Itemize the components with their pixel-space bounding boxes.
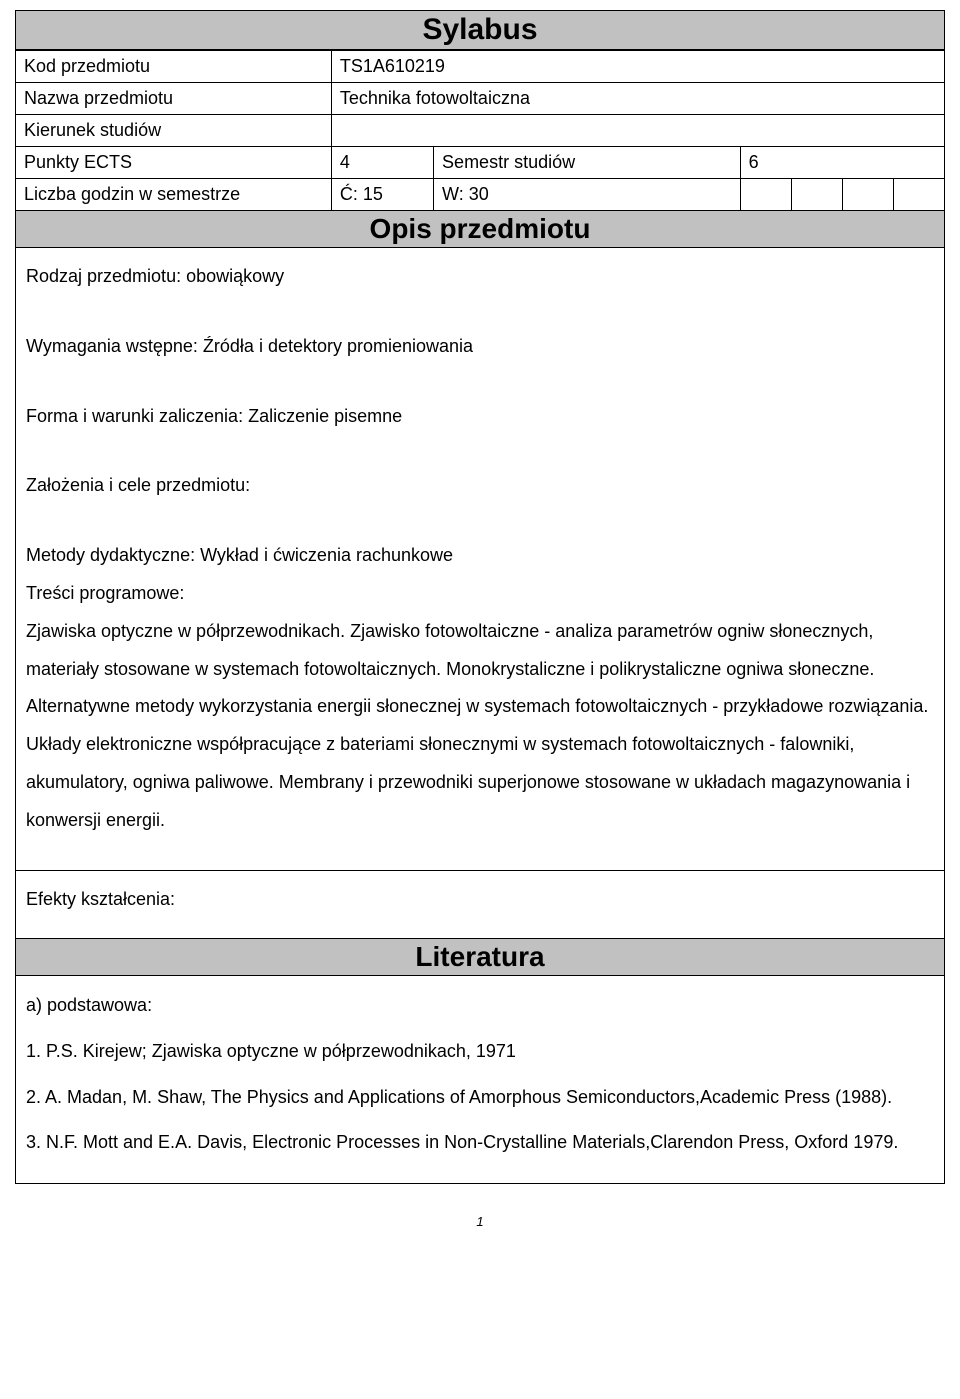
kod-value: TS1A610219 <box>331 51 944 83</box>
nazwa-label: Nazwa przedmiotu <box>16 83 332 115</box>
efekty-label: Efekty kształcenia: <box>26 881 934 919</box>
table-row: Punkty ECTS 4 Semestr studiów 6 <box>16 147 945 179</box>
info-table: Kod przedmiotu TS1A610219 Nazwa przedmio… <box>15 50 945 211</box>
wymagania-text: Wymagania wstępne: Źródła i detektory pr… <box>26 328 934 366</box>
forma-text: Forma i warunki zaliczenia: Zaliczenie p… <box>26 398 934 436</box>
empty-cell <box>740 179 791 211</box>
punkty-value: 4 <box>331 147 433 179</box>
page-number: 1 <box>15 1214 945 1229</box>
empty-cell <box>842 179 893 211</box>
tresci-label: Treści programowe: <box>26 575 934 613</box>
semestr-label: Semestr studiów <box>434 147 741 179</box>
reference-3: 3. N.F. Mott and E.A. Davis, Electronic … <box>26 1123 934 1163</box>
godziny-label: Liczba godzin w semestrze <box>16 179 332 211</box>
kierunek-label: Kierunek studiów <box>16 115 332 147</box>
godziny-c: Ć: 15 <box>331 179 433 211</box>
literatura-box: a) podstawowa: 1. P.S. Kirejew; Zjawiska… <box>15 976 945 1183</box>
metody-text: Metody dydaktyczne: Wykład i ćwiczenia r… <box>26 537 934 575</box>
main-title: Sylabus <box>16 13 944 47</box>
godziny-w: W: 30 <box>434 179 741 211</box>
literatura-title: Literatura <box>16 941 944 973</box>
empty-cell <box>893 179 944 211</box>
table-row: Liczba godzin w semestrze Ć: 15 W: 30 <box>16 179 945 211</box>
punkty-label: Punkty ECTS <box>16 147 332 179</box>
rodzaj-text: Rodzaj przedmiotu: obowiąkowy <box>26 258 934 296</box>
reference-2: 2. A. Madan, M. Shaw, The Physics and Ap… <box>26 1078 934 1118</box>
literatura-title-bar: Literatura <box>15 939 945 976</box>
content-box: Rodzaj przedmiotu: obowiąkowy Wymagania … <box>15 248 945 871</box>
efekty-box: Efekty kształcenia: <box>15 871 945 940</box>
tresci-text: Zjawiska optyczne w półprzewodnikach. Zj… <box>26 613 934 840</box>
empty-cell <box>791 179 842 211</box>
table-row: Kierunek studiów <box>16 115 945 147</box>
main-title-bar: Sylabus <box>15 10 945 50</box>
semestr-value: 6 <box>740 147 944 179</box>
reference-1: 1. P.S. Kirejew; Zjawiska optyczne w pół… <box>26 1032 934 1072</box>
nazwa-value: Technika fotowoltaiczna <box>331 83 944 115</box>
opis-title-bar: Opis przedmiotu <box>15 211 945 248</box>
kierunek-value <box>331 115 944 147</box>
table-row: Kod przedmiotu TS1A610219 <box>16 51 945 83</box>
podstawowa-label: a) podstawowa: <box>26 986 934 1026</box>
kod-label: Kod przedmiotu <box>16 51 332 83</box>
table-row: Nazwa przedmiotu Technika fotowoltaiczna <box>16 83 945 115</box>
opis-title: Opis przedmiotu <box>16 213 944 245</box>
zalozenia-text: Założenia i cele przedmiotu: <box>26 467 934 505</box>
